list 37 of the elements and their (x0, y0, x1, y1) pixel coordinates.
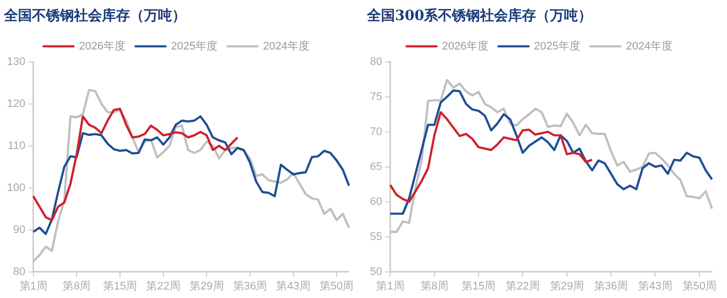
x-tick-label: 第43周 (638, 280, 672, 292)
x-tick-label: 第50周 (682, 280, 717, 292)
legend-label: 2024年度 (262, 39, 310, 52)
y-tick-label: 90 (13, 224, 26, 236)
x-tick-label: 第43周 (276, 280, 310, 292)
y-tick-label: 120 (6, 98, 26, 110)
x-tick-label: 第8周 (420, 280, 448, 292)
x-tick-label: 第22周 (506, 280, 540, 292)
x-tick-label: 第22周 (146, 280, 180, 292)
x-tick-label: 第29周 (190, 280, 224, 292)
x-tick-label: 第8周 (62, 280, 91, 292)
legend-label: 2025年度 (171, 39, 218, 52)
y-tick-label: 130 (6, 56, 26, 68)
chart-title: 全国不锈钢社会库存（万吨） (3, 7, 186, 24)
x-tick-label: 第15周 (461, 280, 496, 292)
x-tick-label: 第36周 (232, 280, 268, 292)
x-tick-label: 第36周 (594, 280, 628, 292)
legend-label: 2024年度 (626, 39, 672, 52)
x-tick-label: 第29周 (550, 280, 584, 292)
y-tick-label: 100 (6, 182, 26, 194)
x-tick-label: 第50周 (319, 280, 354, 292)
y-tick-label: 50 (370, 266, 382, 278)
legend-label: 2026年度 (79, 39, 126, 52)
y-tick-label: 80 (370, 56, 382, 68)
x-tick-label: 第1周 (19, 280, 48, 292)
y-tick-label: 55 (370, 230, 382, 243)
y-tick-label: 60 (370, 196, 382, 208)
y-tick-label: 70 (370, 126, 382, 138)
legend-label: 2026年度 (442, 39, 489, 52)
y-tick-label: 75 (370, 90, 382, 103)
x-tick-label: 第1周 (376, 280, 404, 292)
y-tick-label: 80 (13, 266, 26, 278)
y-tick-label: 65 (370, 160, 382, 173)
y-tick-label: 110 (8, 140, 26, 152)
legend-label: 2025年度 (534, 39, 580, 52)
x-tick-label: 第15周 (102, 280, 138, 292)
chart-title: 全国300系不锈钢社会库存（万吨） (366, 7, 592, 24)
